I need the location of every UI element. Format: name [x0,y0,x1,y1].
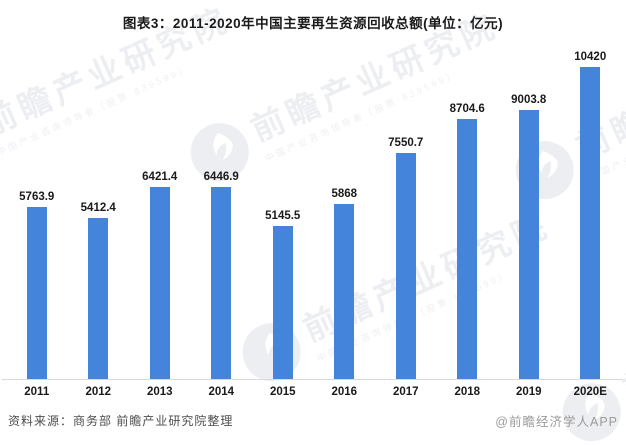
source-note: 资料来源：商务部 前瞻产业研究院整理 [8,414,234,428]
x-axis-label-2016: 2016 [331,386,358,398]
bar-column: 6421.4 [129,50,191,380]
qianzhan-logo-icon [562,382,621,441]
bar-value-label: 7550.7 [388,137,424,149]
x-axis-label-2020E: 2020E [573,386,607,398]
bar-2014 [211,187,232,380]
x-axis-label-2018: 2018 [454,386,481,398]
x-axis-label-2014: 2014 [208,386,235,398]
bar-2018 [457,119,478,380]
bar-value-label: 5868 [331,188,358,200]
bar-2019 [518,110,539,380]
bar-2013 [149,187,170,380]
bar-2015 [272,226,293,380]
chart-title: 图表3：2011-2020年中国主要再生资源回收总额(单位：亿元) [122,16,504,31]
bar-chart-plot-area: 5763.9 5412.4 6421.4 6446.9 5145.5 5868 7550.7… [6,50,621,380]
bar-value-label: 6421.4 [142,171,178,183]
bar-column: 5763.9 [6,50,68,380]
bar-column: 5868 [314,50,376,380]
x-axis-label-2015: 2015 [269,386,296,398]
bar-column: 5145.5 [252,50,314,380]
bar-column: 10420 [560,50,622,380]
bar-value-label: 5145.5 [265,210,301,222]
bar-value-label: 6446.9 [203,171,239,183]
bar-value-label: 9003.8 [511,94,547,106]
x-axis-label-2013: 2013 [146,386,173,398]
bar-value-label: 10420 [574,51,607,63]
bar-2011 [26,207,47,380]
bar-2012 [88,218,109,380]
bar-column: 5412.4 [68,50,130,380]
x-axis-line [2,379,623,380]
bar-column: 7550.7 [375,50,437,380]
credit-note: @前瞻经济学人APP [495,415,618,429]
footer: 资料来源：商务部 前瞻产业研究院整理 @前瞻经济学人APP [8,411,618,430]
bar-2017 [395,153,416,380]
bar-value-label: 5412.4 [80,202,116,214]
x-axis-label-2012: 2012 [85,386,112,398]
bar-2020E [580,67,601,380]
x-axis-label-2011: 2011 [24,386,50,398]
x-axis-labels: 2011 2012 2013 2014 2015 2016 2017 2018 2019 2020… [6,386,621,398]
bar-column: 8704.6 [437,50,499,380]
bar-column: 9003.8 [498,50,560,380]
bar-value-label: 8704.6 [449,103,485,115]
x-axis-label-2019: 2019 [515,386,542,398]
bar-column: 6446.9 [191,50,253,380]
bar-2016 [334,204,355,380]
bar-value-label: 5763.9 [19,191,55,203]
x-axis-label-2017: 2017 [392,386,419,398]
